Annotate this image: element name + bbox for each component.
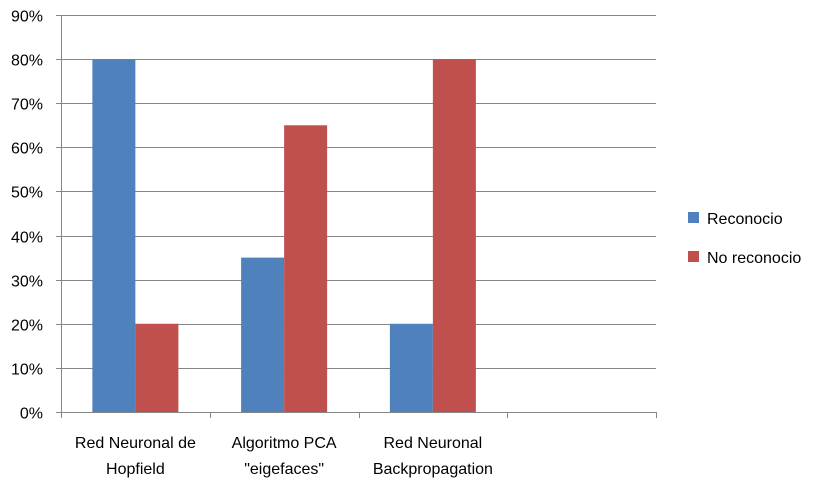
bar-1-0 <box>135 323 179 412</box>
x-category-label: Backpropagation <box>373 461 493 478</box>
axes <box>56 15 657 418</box>
y-tick-label: 20% <box>11 318 43 335</box>
gridlines <box>61 15 656 369</box>
y-tick-label: 30% <box>11 274 43 291</box>
y-tick-labels: 0% 10% 20% 30% 40% 50% 60% 70% 80% 90% <box>11 9 43 423</box>
bar-0-1 <box>241 257 285 412</box>
y-tick-label: 80% <box>11 53 43 70</box>
bar-1-2 <box>432 59 476 412</box>
bar-0-2 <box>389 323 433 412</box>
y-tick-label: 70% <box>11 97 43 114</box>
x-category-label: Hopfield <box>106 461 165 478</box>
bars <box>92 59 476 413</box>
legend-label: Reconocio <box>707 211 783 228</box>
y-tick-label: 60% <box>11 141 43 158</box>
legend-label: No reconocio <box>707 250 801 267</box>
legend-swatch <box>688 251 699 262</box>
x-category-label: Red Neuronal de <box>75 435 196 452</box>
x-category-label: Algoritmo PCA <box>232 435 337 452</box>
x-category-label: "eigefaces" <box>244 461 324 478</box>
bar-0-0 <box>92 59 136 412</box>
bar-1-1 <box>284 125 328 413</box>
x-category-labels: Red Neuronal de Hopfield Algoritmo PCA "eig… <box>75 435 493 478</box>
y-tick-label: 0% <box>20 406 43 423</box>
y-tick-label: 10% <box>11 362 43 379</box>
x-category-label: Red Neuronal <box>384 435 483 452</box>
y-tick-label: 40% <box>11 230 43 247</box>
y-tick-label: 50% <box>11 185 43 202</box>
y-tick-label: 90% <box>11 9 43 26</box>
legend: Reconocio No reconocio <box>688 211 801 267</box>
legend-swatch <box>688 212 699 223</box>
